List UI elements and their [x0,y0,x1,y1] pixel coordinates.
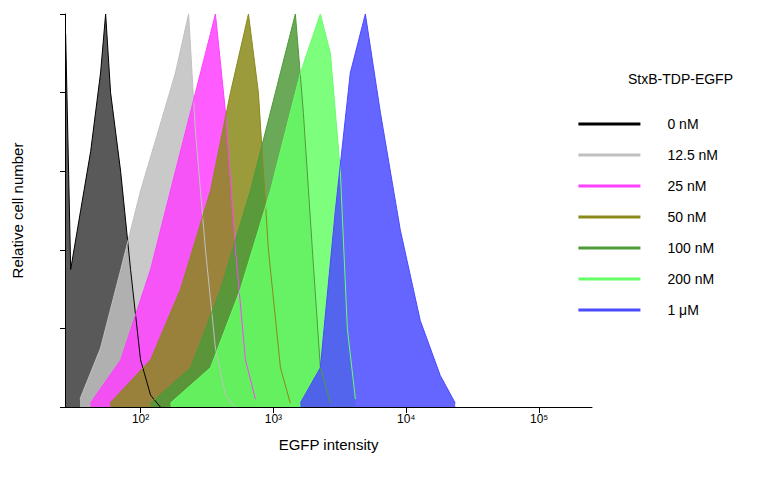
svg-text:10⁵: 10⁵ [530,412,548,426]
svg-text:Relative cell number: Relative cell number [9,143,26,279]
svg-text:1 μM: 1 μM [667,302,698,318]
svg-text:10³: 10³ [265,412,282,426]
svg-text:StxB-TDP-EGFP: StxB-TDP-EGFP [628,71,733,87]
svg-text:10⁴: 10⁴ [397,412,416,426]
svg-text:100 nM: 100 nM [667,240,714,256]
svg-text:200 nM: 200 nM [667,271,714,287]
svg-text:EGFP intensity: EGFP intensity [279,436,379,453]
svg-text:12.5 nM: 12.5 nM [667,147,718,163]
svg-text:25 nM: 25 nM [667,178,706,194]
svg-text:50 nM: 50 nM [667,209,706,225]
svg-text:10²: 10² [132,412,149,426]
svg-text:0 nM: 0 nM [667,116,698,132]
